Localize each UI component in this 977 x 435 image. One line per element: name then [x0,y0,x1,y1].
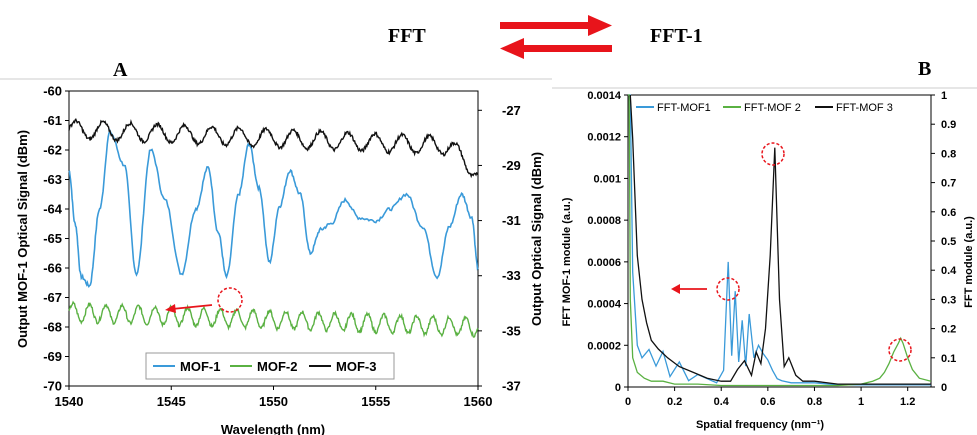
series-fft-mof-3-line [629,94,931,385]
panel-a-ylabel-left: Output MOF-1 Optical Signal (dBm) [15,130,30,348]
panel-b-ytick-label-right: 0.2 [941,324,956,336]
panel-a-xtick-label: 1540 [55,394,84,409]
panel-b-ytick-label-left: 0 [615,382,621,394]
panel-b-ytick-label-right: 0.9 [941,119,956,131]
panel-a-ytick-label-left: -69 [43,349,62,364]
panel-b-legend: FFT-MOF1 FFT-MOF 2 FFT-MOF 3 [633,98,923,116]
panel-a-xlabel: Wavelength (nm) [221,422,325,435]
panel-a-highlight-circle [217,287,243,313]
panel-a-ytick-label-right: -29 [502,158,521,173]
panel-a-ytick-label-left: -70 [43,379,62,394]
panel-b-ytick-label-left: 0.0004 [587,299,622,311]
series-mof-2-line [68,300,479,338]
panel-b-ytick-label-left: 0.0008 [587,215,621,227]
panel-b-plot-frame [627,94,932,388]
panel-b-ytick-label-right: 1 [941,90,947,102]
series-fft-mof1-line [628,94,931,386]
panel-a-ytick-label-left: -64 [43,202,63,217]
panel-b-ylabel-right: FFT module (a.u.) [963,216,975,308]
panel-b-ytick-label-right: 0.4 [941,265,957,277]
panel-b-highlight-circle-3 [888,338,912,362]
panel-a-xtick-label: 1550 [259,394,288,409]
panel-b-ytick-label-left: 0.001 [593,173,621,185]
panel-a-ytick-label-right: -31 [502,213,521,228]
panel-a-left-arrow-icon [165,304,213,313]
panel-b-ytick-label-right: 0.6 [941,207,956,219]
fft-inverse-label: FFT-1 [650,25,703,47]
panel-a-ytick-label-right: -33 [502,268,521,283]
panel-a-ytick-label-left: -67 [43,290,62,305]
legend-fft-mof2: FFT-MOF 2 [744,102,801,114]
panel-a-ytick-label-right: -35 [502,323,521,338]
panel-b-ytick-label-right: 0.3 [941,294,956,306]
panel-b-xtick-label: 1.2 [900,396,915,408]
legend-fft-mof3: FFT-MOF 3 [836,102,893,114]
panel-a-xtick-label: 1555 [361,394,390,409]
panel-b-ytick-label-left: 0.0012 [587,132,621,144]
panel-a-ytick-label-left: -66 [43,261,62,276]
panel-b-left-arrow-icon [671,284,707,294]
panel-b-ylabel-left: FFT MOF-1 module (a.u.) [561,197,573,326]
panel-a-ytick-label-left: -61 [43,113,62,128]
legend-mof-3: MOF-3 [336,359,376,374]
backward-arrow-icon [500,38,612,59]
panel-b-xlabel: Spatial frequency (nm⁻¹) [696,419,824,431]
panel-b-ytick-label-right: 0.5 [941,236,956,248]
panel-b-xtick-label: 1 [858,396,864,408]
panel-b-ytick-label-right: 0 [941,382,947,394]
panel-b-xtick-label: 0.4 [714,396,730,408]
series-mof-3-line [68,117,479,179]
panel-a-ytick-label-left: -62 [43,143,62,158]
panel-a-ytick-label-left: -60 [43,84,62,99]
panel-a-legend: MOF-1 MOF-2 MOF-3 [145,352,395,380]
series-mof-1-line [68,128,479,288]
fft-label: FFT [388,25,426,47]
panel-b-chart: 0 0.2 0.4 0.6 0.8 1 1.2 0 0.0002 0.0004 0.0006 0.00… [561,90,975,431]
panel-b-highlight-circle-2 [761,142,785,166]
panel-b-ytick-label-left: 0.0002 [587,340,621,352]
panel-a-letter: A [113,59,128,81]
legend-mof-2: MOF-2 [257,359,297,374]
panel-b-ytick-label-left: 0.0006 [587,257,621,269]
panel-b-xtick-label: 0 [625,396,631,408]
panel-a-xtick-label: 1560 [464,394,493,409]
forward-arrow-icon [500,15,612,36]
panel-a-xtick-label: 1545 [157,394,186,409]
panel-b-highlight-circle-1 [716,277,740,301]
legend-fft-mof1: FFT-MOF1 [657,102,711,114]
panel-b-xtick-label: 0.8 [807,396,822,408]
panel-b-xtick-label: 0.6 [760,396,775,408]
panel-a-chart: 1540 1545 1550 1555 1560 -70 -69 -68 -67 -66 -65 -6… [15,84,544,435]
panel-a-ytick-label-right: -37 [502,379,521,394]
panel-b-letter: B [918,58,931,80]
panel-a-ylabel-right: Output Optical Signal (dBm) [529,152,544,326]
panel-b-ytick-label-right: 0.7 [941,178,956,190]
series-fft-mof-2-line [628,94,932,387]
panel-b-ytick-label-right: 0.1 [941,353,956,365]
panel-b-ytick-label-right: 0.8 [941,148,956,160]
panel-a-ytick-label-left: -63 [43,172,62,187]
panel-a-ytick-label-left: -65 [43,231,62,246]
panel-b-ytick-label-left: 0.0014 [587,90,622,102]
panel-b-xtick-label: 0.2 [667,396,682,408]
panel-a-ytick-label-right: -27 [502,103,521,118]
legend-mof-1: MOF-1 [180,359,220,374]
panel-a-ytick-label-left: -68 [43,320,62,335]
